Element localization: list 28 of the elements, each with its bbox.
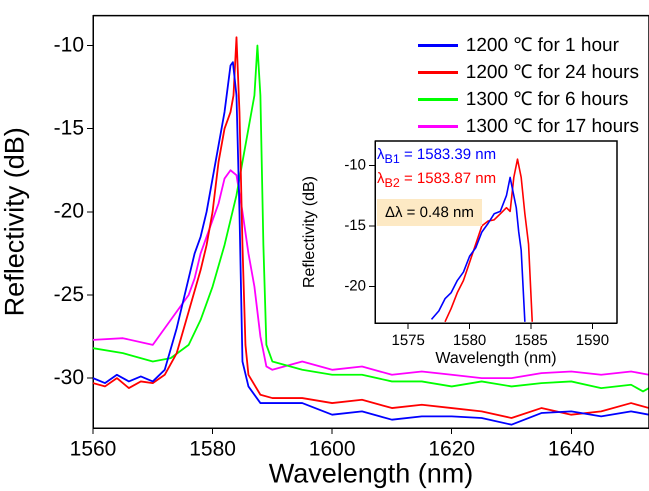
x-axis-title: Wavelength (nm): [268, 458, 474, 488]
x-tick-label: 1640: [548, 437, 595, 460]
y-tick-label: -15: [344, 217, 366, 234]
legend-label: 1300 ℃ for 17 hours: [466, 115, 639, 139]
annotation: λ$_{B2}$ = 1583.87 nm: [377, 169, 496, 192]
x-tick-label: 1580: [452, 332, 486, 350]
y-tick-label: -30: [54, 366, 84, 389]
legend-label: 1300 ℃ for 6 hours: [466, 88, 628, 112]
y-axis-title: Reflectivity (dB): [301, 176, 318, 288]
y-tick-label: -15: [54, 116, 84, 140]
x-tick-label: 1600: [308, 437, 356, 460]
legend-label: 1200 ℃ for 1 hour: [466, 34, 619, 58]
y-tick-label: -10: [54, 33, 84, 56]
y-tick-label: -10: [344, 156, 366, 174]
y-tick-label: -25: [54, 282, 84, 306]
x-tick-label: 1575: [391, 332, 425, 350]
y-tick-label: -20: [344, 278, 366, 295]
y-axis-title: Reflectivity (dB): [0, 127, 30, 316]
x-tick-label: 1580: [189, 437, 236, 460]
legend-label: 1200 ℃ for 24 hours: [466, 61, 639, 85]
annotation: λ$_{B1}$ = 1583.39 nm: [377, 145, 496, 168]
x-axis-title: Wavelength (nm): [435, 350, 557, 367]
x-tick-label: 1620: [428, 437, 476, 460]
y-tick-label: -20: [54, 200, 84, 223]
x-tick-label: 1590: [576, 332, 610, 350]
x-tick-label: 1560: [70, 437, 116, 460]
annotation: Δλ = 0.48 nm: [377, 199, 482, 226]
x-tick-label: 1585: [514, 332, 548, 350]
